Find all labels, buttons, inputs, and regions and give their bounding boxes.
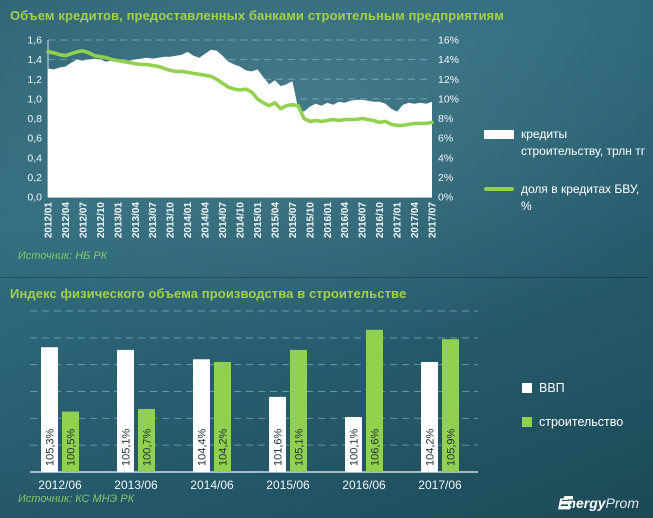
credits-source-note: Источник: НБ РК xyxy=(18,250,108,262)
svg-text:2016/01: 2016/01 xyxy=(323,202,334,239)
svg-text:2015/04: 2015/04 xyxy=(270,202,281,239)
svg-text:1,2: 1,2 xyxy=(27,74,42,86)
legend-item-construction: строительство xyxy=(522,413,623,431)
svg-text:2015/01: 2015/01 xyxy=(253,202,264,239)
legend-label-credits: кредиты строительству, трлн тг xyxy=(521,127,646,159)
svg-text:1,6: 1,6 xyxy=(27,35,42,47)
bar-chart-legend: ВВП строительство xyxy=(522,379,623,447)
credits-chart-title: Объем кредитов, предоставленных банками … xyxy=(10,8,504,23)
legend-item-credits: кредиты строительству, трлн тг xyxy=(484,126,653,161)
svg-text:2014/04: 2014/04 xyxy=(201,202,212,239)
svg-text:2015/10: 2015/10 xyxy=(305,202,316,239)
svg-text:10%: 10% xyxy=(438,93,459,105)
legend-label-share: доля в кредитах БВУ, % xyxy=(521,181,640,214)
legend-item-gdp: ВВП xyxy=(522,379,623,397)
svg-text:100,1%: 100,1% xyxy=(349,428,361,466)
legend-item-share: доля в кредитах БВУ, % xyxy=(484,181,653,216)
svg-text:2015/07: 2015/07 xyxy=(288,202,299,239)
svg-text:2014/06: 2014/06 xyxy=(190,478,234,492)
svg-text:2012/01: 2012/01 xyxy=(44,202,55,239)
svg-text:105,1%: 105,1% xyxy=(294,428,306,466)
svg-text:2012/06: 2012/06 xyxy=(38,478,82,492)
svg-text:2013/04: 2013/04 xyxy=(131,202,142,239)
svg-text:1,4: 1,4 xyxy=(27,54,42,66)
svg-text:2013/01: 2013/01 xyxy=(113,202,124,239)
svg-text:105,3%: 105,3% xyxy=(45,428,57,466)
svg-text:1,0: 1,0 xyxy=(27,93,42,105)
svg-text:104,2%: 104,2% xyxy=(425,428,437,466)
svg-text:2012/04: 2012/04 xyxy=(61,202,72,239)
svg-text:2017/01: 2017/01 xyxy=(393,202,404,239)
construction-source-note: Источник: КС МНЭ РК xyxy=(18,493,135,505)
credits-chart-legend: кредиты строительству, трлн тг доля в кр… xyxy=(484,126,653,236)
svg-text:2016/04: 2016/04 xyxy=(340,202,351,239)
svg-text:2016/10: 2016/10 xyxy=(375,202,386,239)
svg-text:8%: 8% xyxy=(438,113,453,125)
svg-text:2014/01: 2014/01 xyxy=(183,202,194,239)
svg-text:104,4%: 104,4% xyxy=(197,428,209,466)
svg-text:101,6%: 101,6% xyxy=(273,428,285,466)
svg-text:106,6%: 106,6% xyxy=(370,428,382,466)
svg-text:0%: 0% xyxy=(438,192,453,204)
svg-text:105,9%: 105,9% xyxy=(446,428,458,466)
legend-label-gdp: ВВП xyxy=(539,381,565,395)
svg-text:2013/06: 2013/06 xyxy=(114,478,158,492)
section-divider xyxy=(0,277,648,278)
construction-swatch-icon xyxy=(522,417,532,428)
svg-text:2012/07: 2012/07 xyxy=(78,202,89,239)
svg-text:0,6: 0,6 xyxy=(27,133,42,145)
svg-text:2017/06: 2017/06 xyxy=(418,478,462,492)
svg-text:2017/04: 2017/04 xyxy=(410,202,421,239)
area-swatch-icon xyxy=(484,130,514,139)
svg-text:12%: 12% xyxy=(438,74,459,86)
construction-index-bar-chart: 105,3% 100,5% 2012/06 105,1% 100,7% 2013/06 10… xyxy=(30,310,478,492)
svg-text:0,4: 0,4 xyxy=(27,152,42,164)
credits-area-line-chart: 0,0 0% 0,2 2% 0,4 4% 0,6 6% 0,8 8% 1,0 10% 1,2 12% 1,4… xyxy=(27,35,459,239)
energyprom-logo: EnergyProm xyxy=(554,495,639,511)
svg-text:2015/06: 2015/06 xyxy=(266,478,310,492)
svg-text:2016/07: 2016/07 xyxy=(358,202,369,239)
svg-text:0,2: 0,2 xyxy=(27,172,42,184)
svg-text:2014/10: 2014/10 xyxy=(236,202,247,239)
construction-index-title: Индекс физического объема производства в… xyxy=(10,286,407,301)
svg-text:2013/10: 2013/10 xyxy=(166,202,177,239)
energyprom-icon xyxy=(558,495,574,509)
svg-text:2014/07: 2014/07 xyxy=(218,202,229,239)
svg-text:16%: 16% xyxy=(438,35,459,47)
svg-text:2013/07: 2013/07 xyxy=(148,202,159,239)
svg-text:2012/10: 2012/10 xyxy=(96,202,107,239)
svg-text:6%: 6% xyxy=(438,133,453,145)
svg-text:0,0: 0,0 xyxy=(27,192,42,204)
svg-text:2%: 2% xyxy=(438,172,453,184)
legend-label-construction: строительство xyxy=(539,415,624,430)
svg-text:4%: 4% xyxy=(438,152,453,164)
gdp-swatch-icon xyxy=(522,383,532,394)
svg-text:105,1%: 105,1% xyxy=(121,428,133,466)
svg-text:2016/06: 2016/06 xyxy=(342,478,386,492)
svg-text:2017/07: 2017/07 xyxy=(428,202,439,239)
svg-text:14%: 14% xyxy=(438,54,459,66)
line-swatch-icon xyxy=(484,186,514,191)
svg-text:100,5%: 100,5% xyxy=(66,428,78,466)
svg-text:0,8: 0,8 xyxy=(27,113,42,125)
svg-text:104,2%: 104,2% xyxy=(218,428,230,466)
svg-text:100,7%: 100,7% xyxy=(142,428,154,466)
